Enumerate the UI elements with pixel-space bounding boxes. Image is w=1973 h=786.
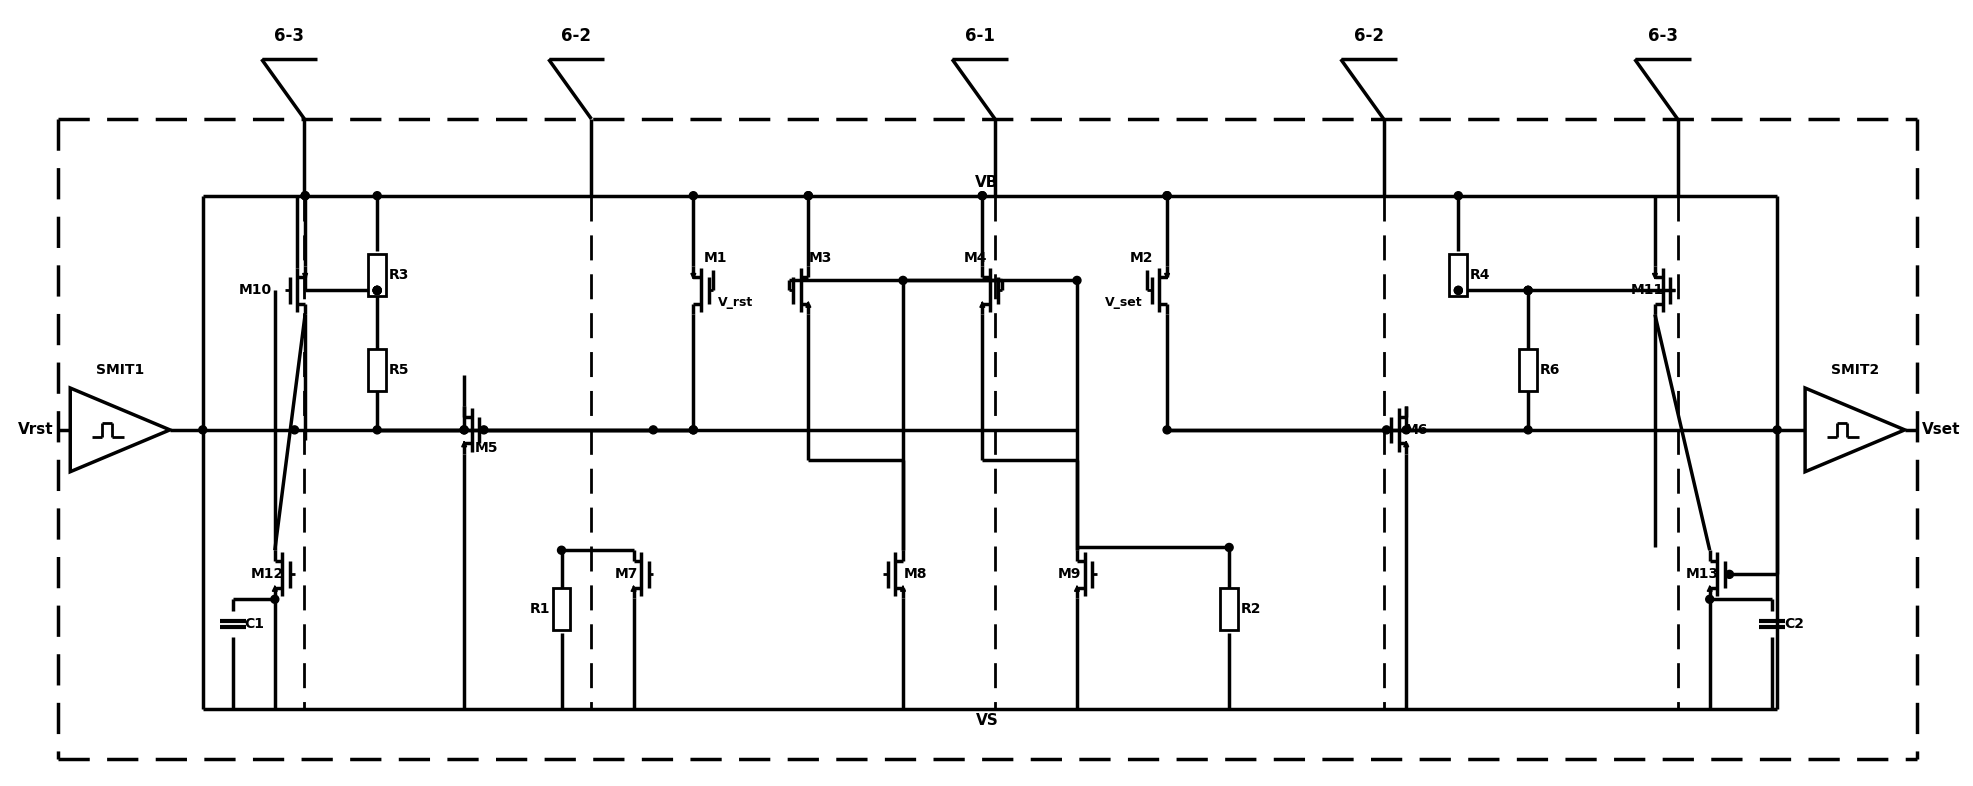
Circle shape (1772, 426, 1780, 434)
Text: M11: M11 (1630, 284, 1663, 297)
Circle shape (803, 192, 813, 200)
Circle shape (1523, 286, 1531, 294)
Circle shape (373, 286, 381, 294)
Circle shape (302, 192, 310, 200)
Circle shape (1454, 192, 1462, 200)
Circle shape (1523, 286, 1531, 294)
Bar (552, 588, 570, 630)
Circle shape (1454, 286, 1462, 294)
Text: R5: R5 (389, 363, 408, 377)
Circle shape (373, 192, 381, 200)
Circle shape (1523, 426, 1531, 434)
Circle shape (898, 277, 906, 285)
Circle shape (689, 426, 696, 434)
Circle shape (1523, 286, 1531, 294)
Text: M9: M9 (1058, 567, 1081, 582)
Circle shape (373, 286, 381, 294)
Circle shape (270, 595, 278, 603)
Text: M5: M5 (475, 441, 499, 455)
Circle shape (689, 426, 696, 434)
Circle shape (290, 426, 298, 434)
Circle shape (460, 426, 468, 434)
Text: M4: M4 (963, 252, 986, 266)
Text: VB: VB (975, 175, 998, 190)
Circle shape (1162, 426, 1170, 434)
Text: M8: M8 (904, 567, 927, 582)
Text: M10: M10 (239, 284, 272, 297)
Text: C2: C2 (1784, 617, 1803, 631)
Circle shape (1073, 277, 1081, 285)
Circle shape (1401, 426, 1409, 434)
Text: M1: M1 (704, 252, 728, 266)
Text: R4: R4 (1470, 268, 1490, 282)
Circle shape (1724, 571, 1732, 578)
Text: 6-2: 6-2 (1353, 28, 1383, 46)
Text: R1: R1 (529, 602, 550, 616)
Text: VS: VS (975, 714, 998, 729)
Bar (1219, 588, 1237, 630)
Circle shape (556, 546, 564, 554)
Bar (369, 255, 387, 296)
Text: R3: R3 (389, 268, 408, 282)
Text: M12: M12 (251, 567, 284, 582)
Circle shape (803, 192, 813, 200)
Circle shape (373, 286, 381, 294)
Text: 6-3: 6-3 (274, 28, 304, 46)
Circle shape (1162, 192, 1170, 200)
Text: 6-1: 6-1 (965, 28, 994, 46)
Text: SMIT2: SMIT2 (1829, 363, 1878, 377)
Circle shape (1454, 286, 1462, 294)
Text: R6: R6 (1539, 363, 1559, 377)
Circle shape (979, 192, 986, 200)
Text: M6: M6 (1405, 423, 1426, 437)
Circle shape (689, 192, 696, 200)
Text: Vset: Vset (1920, 422, 1959, 437)
Circle shape (1162, 192, 1170, 200)
Text: C1: C1 (245, 617, 264, 631)
Text: M7: M7 (614, 567, 637, 582)
Text: V_set: V_set (1105, 296, 1142, 309)
Text: V_rst: V_rst (718, 296, 754, 309)
Circle shape (1225, 543, 1233, 552)
Circle shape (649, 426, 657, 434)
Circle shape (479, 426, 487, 434)
Text: SMIT1: SMIT1 (97, 363, 144, 377)
Text: 6-2: 6-2 (560, 28, 592, 46)
Circle shape (373, 286, 381, 294)
Circle shape (979, 192, 986, 200)
Circle shape (1381, 426, 1389, 434)
Circle shape (373, 426, 381, 434)
Circle shape (1705, 595, 1713, 603)
Bar (1519, 349, 1537, 391)
Text: R2: R2 (1241, 602, 1261, 616)
Text: 6-3: 6-3 (1647, 28, 1677, 46)
Text: M3: M3 (809, 252, 833, 266)
Text: M13: M13 (1685, 567, 1718, 582)
Circle shape (199, 426, 207, 434)
Text: M2: M2 (1129, 252, 1152, 266)
Circle shape (460, 426, 468, 434)
Circle shape (302, 192, 310, 200)
Bar (1448, 255, 1466, 296)
Text: Vrst: Vrst (18, 422, 53, 437)
Bar (369, 349, 387, 391)
